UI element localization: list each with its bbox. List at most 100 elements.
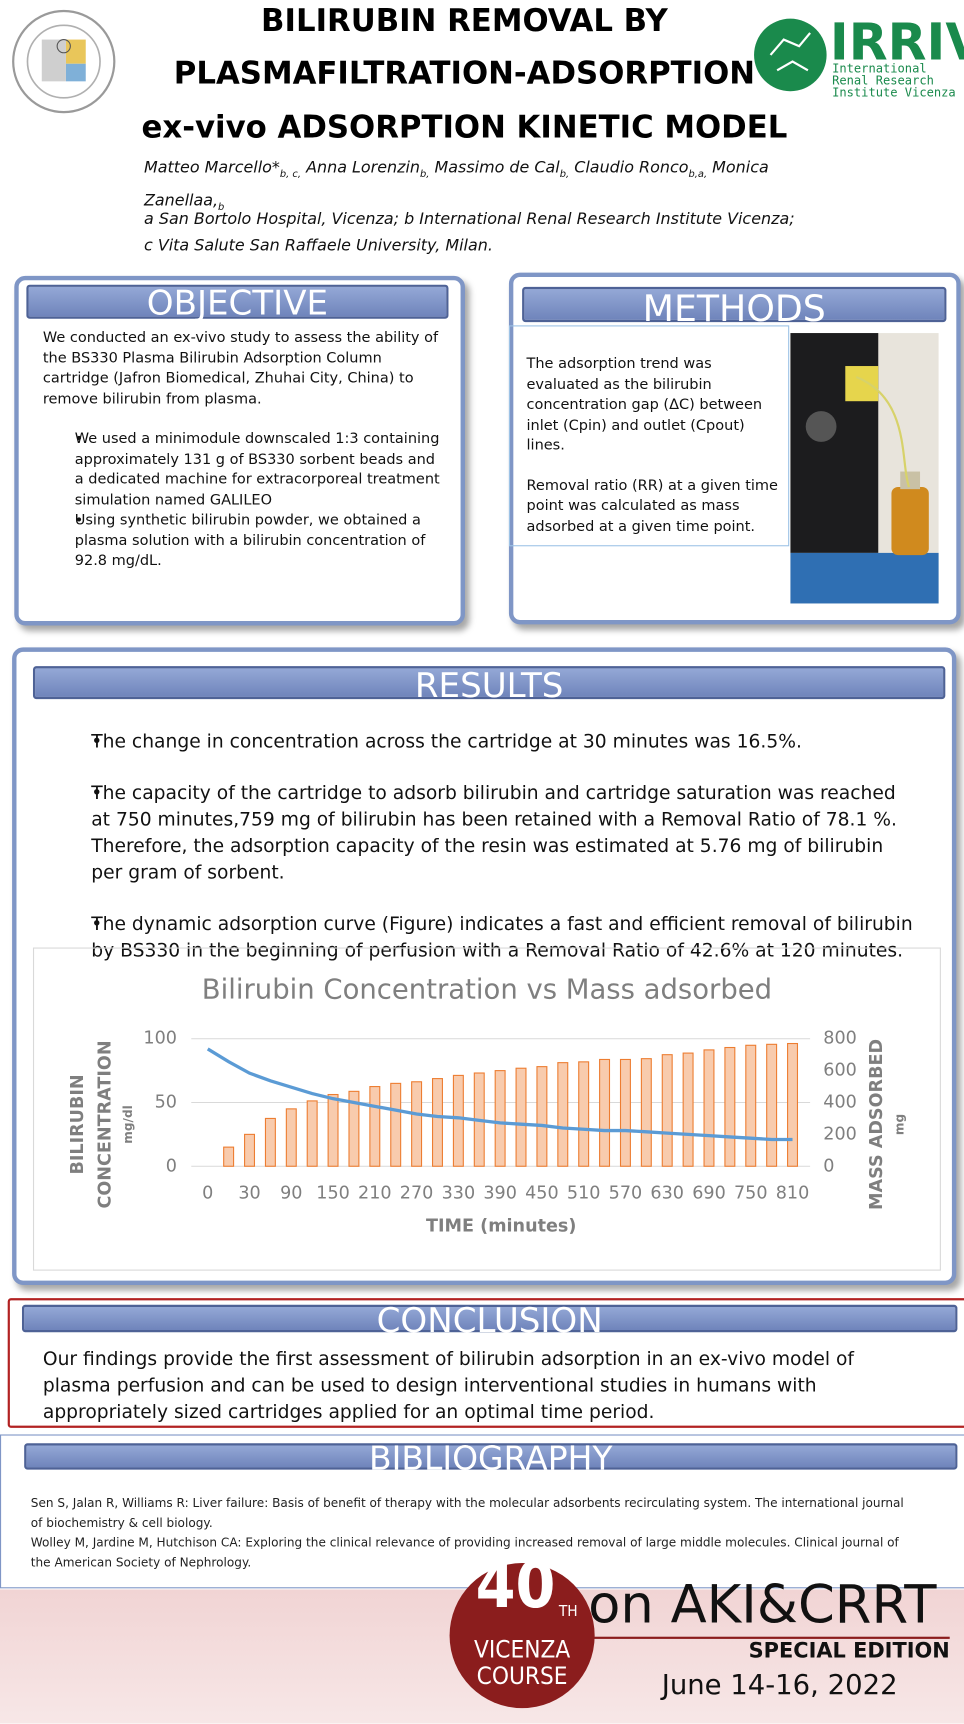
x-tick-label: 510: [567, 1184, 601, 1204]
course-suffix: TH: [558, 1602, 578, 1620]
bar: [390, 1082, 402, 1167]
section-heading: METHODS: [522, 286, 947, 328]
bullet: Using synthetic bilirubin powder, we obt…: [43, 511, 448, 572]
y-axis-title: BILIRUBIN: [68, 1074, 88, 1174]
chart-title: Bilirubin Concentration vs Mass adsorbed: [202, 973, 772, 1005]
event-name: on AKI&CRRT: [588, 1574, 937, 1636]
methods-textbox: [508, 325, 790, 547]
x-tick-label: 450: [525, 1184, 559, 1204]
objective-text: We conducted an ex-vivo study to assess …: [43, 329, 448, 572]
irriv-line: Institute Vicenza: [832, 86, 956, 100]
x-tick-label: 150: [316, 1184, 350, 1204]
author-affil: b, c,: [279, 169, 302, 181]
title-line: PLASMAFILTRATION-ADSORPTION: [173, 54, 755, 92]
irriv-logo: IRRIV International Renal Research Insti…: [754, 12, 964, 100]
reference: Sen S, Jalan R, Williams R: Liver failur…: [30, 1496, 904, 1531]
bar: [578, 1061, 590, 1167]
x-tick-label: 270: [400, 1184, 434, 1204]
bar: [661, 1054, 673, 1167]
bar: [431, 1078, 443, 1167]
course-logo: 40 TH VICENZA COURSE: [449, 1559, 595, 1709]
bar: [536, 1066, 548, 1167]
section-heading: CONCLUSION: [21, 1304, 958, 1338]
section-heading: RESULTS: [32, 666, 946, 704]
x-tick-label: 810: [776, 1184, 810, 1204]
author: Monica Zanellaa,: [143, 159, 769, 210]
y2-tick-label: 800: [823, 1029, 857, 1049]
bar: [223, 1146, 235, 1167]
bar: [327, 1093, 339, 1167]
results-list: The change in concentration across the c…: [60, 729, 917, 964]
university-logo: [12, 9, 116, 114]
bar: [285, 1108, 297, 1167]
y2-axis-title: MASS ADSORBED: [867, 1039, 887, 1210]
bar: [557, 1062, 569, 1167]
bar: [787, 1042, 799, 1167]
y-axis-unit: mg/dl: [121, 1105, 135, 1143]
bar: [703, 1049, 715, 1167]
dates: June 14-16, 2022: [661, 1668, 898, 1701]
chart: Bilirubin Concentration vs Mass adsorbed…: [32, 947, 941, 1271]
y2-tick-label: 200: [823, 1124, 857, 1144]
conclusion-panel: [7, 1298, 964, 1428]
bar: [264, 1117, 276, 1167]
y2-tick-label: 0: [823, 1156, 834, 1176]
y-tick-label: 50: [155, 1092, 177, 1112]
x-tick-label: 330: [442, 1184, 476, 1204]
x-tick-label: 0: [202, 1184, 213, 1204]
bar: [411, 1081, 423, 1167]
y2-tick-label: 400: [823, 1092, 857, 1112]
bar: [306, 1100, 318, 1167]
y2-tick-label: 600: [823, 1061, 857, 1081]
x-tick-label: 630: [650, 1184, 684, 1204]
author: Anna Lorenzin: [306, 159, 421, 177]
x-tick-label: 90: [280, 1184, 302, 1204]
methods-text: The adsorption trend was evaluated as th…: [527, 355, 782, 537]
y-tick-label: 100: [143, 1029, 177, 1049]
paragraph: The adsorption trend was evaluated as th…: [526, 356, 763, 454]
bullet: We used a minimodule downscaled 1:3 cont…: [43, 430, 448, 511]
course-word: COURSE: [477, 1662, 568, 1690]
references: Sen S, Jalan R, Williams R: Liver failur…: [31, 1494, 910, 1573]
bar: [619, 1058, 631, 1167]
title-line: BILIRUBIN REMOVAL BY: [261, 2, 668, 39]
x-axis-title: TIME (minutes): [426, 1217, 576, 1237]
author-affil: b: [218, 202, 225, 214]
author-affil: b,: [420, 169, 430, 181]
line: [206, 1047, 793, 1142]
course-city: VICENZA: [474, 1636, 570, 1664]
bar: [244, 1133, 256, 1167]
bullet-list: We used a minimodule downscaled 1:3 cont…: [43, 430, 448, 572]
section-heading: BIBLIOGRAPHY: [24, 1443, 958, 1476]
x-tick-label: 30: [238, 1184, 260, 1204]
affiliation: a San Bortolo Hospital, Vicenza; b Inter…: [143, 211, 795, 229]
y-tick-label: 0: [166, 1156, 177, 1176]
bullet: The change in concentration across the c…: [60, 729, 917, 755]
affiliation: c Vita Salute San Raffaele University, M…: [143, 237, 493, 256]
methods-photo: [790, 333, 939, 604]
paragraph: Removal ratio (RR) at a given time point…: [526, 477, 778, 535]
reference: Wolley M, Jardine M, Hutchison CA: Explo…: [30, 1535, 899, 1570]
section-heading: OBJECTIVE: [26, 284, 449, 320]
bullet: The capacity of the cartridge to adsorb …: [60, 780, 917, 886]
bar: [369, 1086, 381, 1167]
author: Matteo Marcello*: [143, 159, 280, 177]
bar: [745, 1044, 757, 1167]
bar: [640, 1058, 652, 1167]
irriv-name: IRRIV: [830, 12, 964, 71]
authors: Matteo Marcello*b, c, Anna Lorenzinb, Ma…: [144, 155, 804, 221]
author: Claudio Ronco: [574, 159, 689, 177]
x-tick-label: 390: [483, 1184, 517, 1204]
x-tick-label: 570: [609, 1184, 643, 1204]
paragraph: We conducted an ex-vivo study to assess …: [42, 329, 439, 408]
x-tick-label: 690: [692, 1184, 726, 1204]
title-line: ex-vivo ADSORPTION KINETIC MODEL: [141, 108, 788, 146]
course-number: 40: [476, 1559, 556, 1623]
bar: [766, 1043, 778, 1167]
y-axis-title: CONCENTRATION: [96, 1040, 116, 1208]
bar: [494, 1070, 506, 1167]
author-affil: b,a,: [688, 169, 708, 181]
irriv-line: Renal Research: [832, 74, 934, 88]
